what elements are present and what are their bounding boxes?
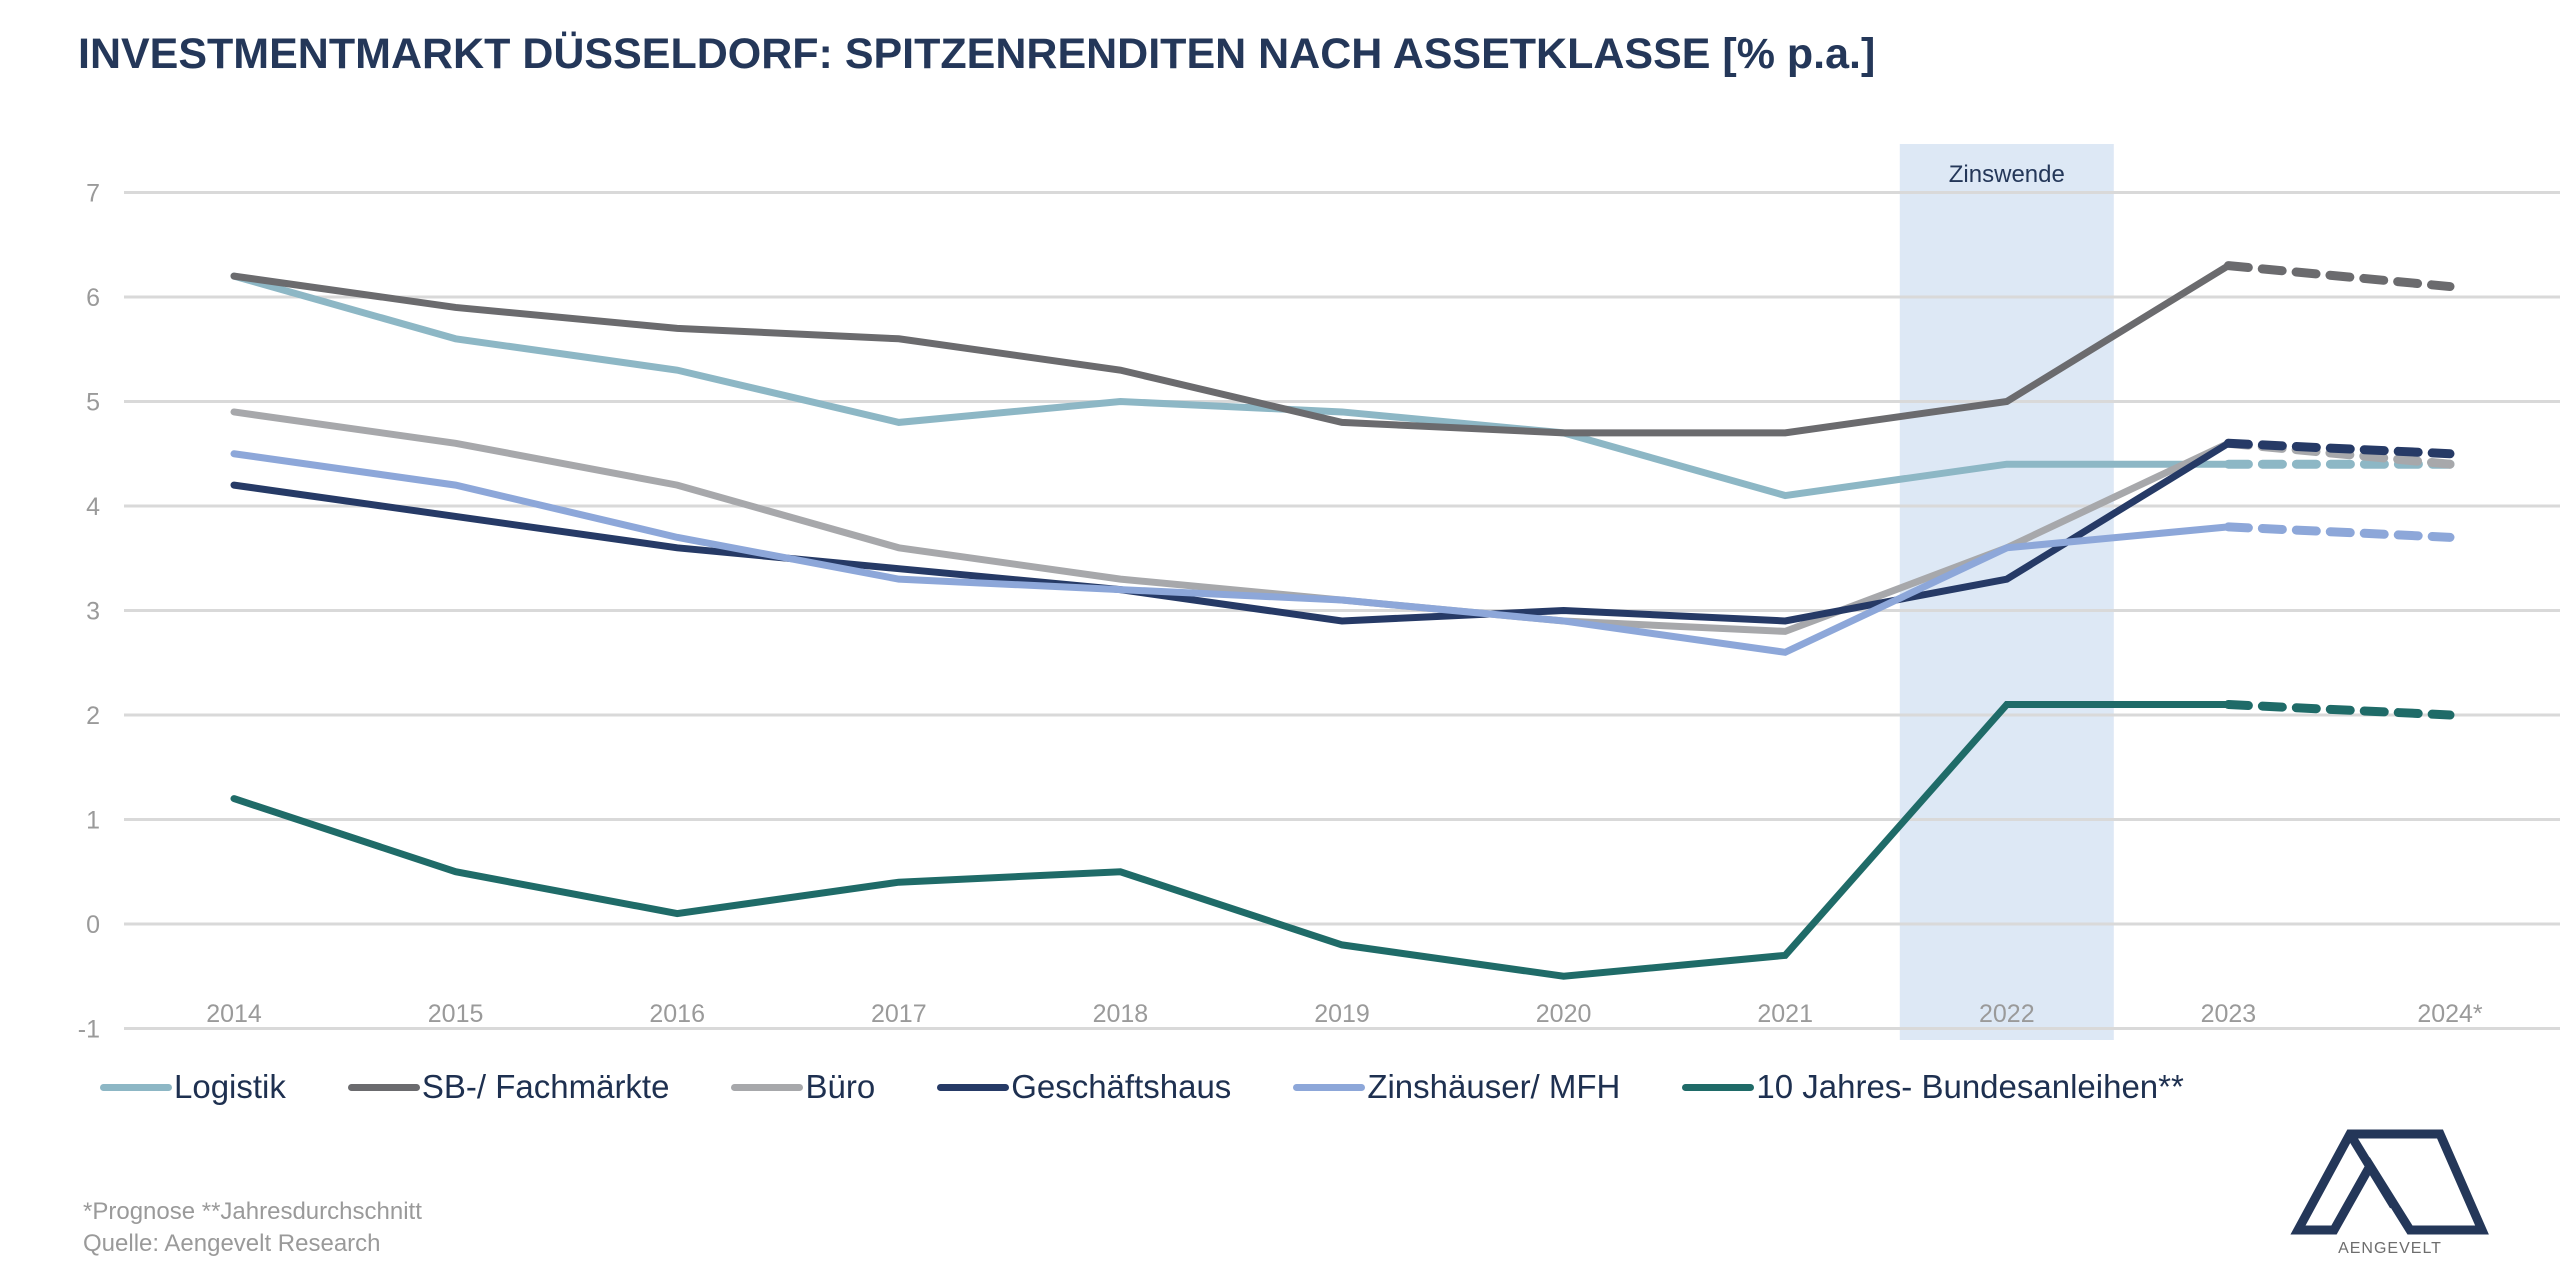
y-tick-label: 6 <box>86 284 100 312</box>
series-gesch-ftshaus <box>230 438 2455 625</box>
x-tick-label: 2022 <box>1979 1000 2035 1028</box>
legend-item: Zinshäuser/ MFH <box>1293 1068 1620 1106</box>
y-tick-label: 1 <box>86 807 100 835</box>
y-tick-label: 5 <box>86 389 100 417</box>
x-tick-label: 2023 <box>2201 1000 2257 1028</box>
series-forecast-line <box>2223 261 2455 292</box>
legend-swatch-icon <box>100 1083 172 1091</box>
legend-label: Büro <box>805 1068 876 1105</box>
legend-label: Zinshäuser/ MFH <box>1367 1068 1621 1105</box>
legend-label: Logistik <box>174 1068 286 1105</box>
x-axis-ticks: 2014 2015 2016 2017 2018 2019 2020 2021 2022 2023… <box>206 1000 2483 1028</box>
legend-item: Geschäftshaus <box>937 1068 1231 1106</box>
legend-item: 10 Jahres- Bundesanleihen** <box>1682 1068 2184 1106</box>
series-line <box>230 450 2232 656</box>
series-layer <box>230 261 2455 980</box>
x-tick-label: 2021 <box>1757 1000 1813 1028</box>
legend-item: Logistik <box>100 1068 286 1106</box>
series-line <box>230 701 2232 980</box>
x-tick-label: 2015 <box>428 1000 484 1028</box>
y-tick-label: 7 <box>86 180 100 208</box>
y-axis-ticks: -1 0 1 2 3 4 5 6 7 <box>78 180 100 1044</box>
series-10-jahres-bundesanleihen <box>230 700 2455 980</box>
legend-label: Geschäftshaus <box>1011 1068 1232 1105</box>
logo-text: AENGEVELT <box>2338 1240 2442 1257</box>
series-zinsh-user-mfh <box>230 450 2455 656</box>
x-tick-label: 2019 <box>1314 1000 1370 1028</box>
series-line <box>230 408 2232 635</box>
legend-swatch-icon <box>731 1083 804 1091</box>
legend-item: Büro <box>731 1068 875 1106</box>
y-tick-label: 0 <box>86 911 100 939</box>
x-tick-label: 2020 <box>1536 1000 1592 1028</box>
series-sb-fachm-rkte <box>230 261 2455 437</box>
grid-layer <box>124 191 2560 1030</box>
footnote: *Prognose **Jahresdurchschnitt Quelle: A… <box>83 1196 422 1260</box>
y-tick-label: 4 <box>86 493 100 521</box>
legend-swatch-icon <box>1682 1083 1755 1091</box>
series-line <box>230 272 2232 500</box>
series-forecast-line <box>2223 438 2455 459</box>
footnote-source: Quelle: Aengevelt Research <box>83 1230 381 1257</box>
y-tick-label: 3 <box>86 598 100 626</box>
footnote-note: *Prognose **Jahresdurchschnitt <box>83 1198 422 1225</box>
x-tick-label: 2018 <box>1093 1000 1149 1028</box>
y-tick-label: -1 <box>78 1016 100 1044</box>
x-tick-label: 2017 <box>871 1000 927 1028</box>
legend-item: SB-/ Fachmärkte <box>347 1068 670 1106</box>
aengevelt-logo-icon <box>2290 1129 2489 1235</box>
x-tick-label: 2014 <box>206 1000 262 1028</box>
chart-legend: Logistik SB-/ Fachmärkte Büro Geschäftshaus… <box>100 1065 2184 1109</box>
legend-label: 10 Jahres- Bundesanleihen** <box>1756 1068 2184 1105</box>
x-tick-label: 2016 <box>649 1000 705 1028</box>
x-tick-label: 2024* <box>2417 1000 2483 1028</box>
legend-swatch-icon <box>1293 1083 1366 1091</box>
chart-title: INVESTMENTMARKT DÜSSELDORF: SPITZENRENDI… <box>78 30 1876 78</box>
series-forecast-line <box>2223 700 2455 720</box>
series-forecast-line <box>2223 522 2455 542</box>
series-line <box>230 262 2232 437</box>
legend-label: SB-/ Fachmärkte <box>421 1068 670 1105</box>
highlight-label: Zinswende <box>1949 161 2065 188</box>
legend-swatch-icon <box>347 1083 420 1091</box>
y-tick-label: 2 <box>86 702 100 730</box>
legend-swatch-icon <box>937 1083 1010 1091</box>
